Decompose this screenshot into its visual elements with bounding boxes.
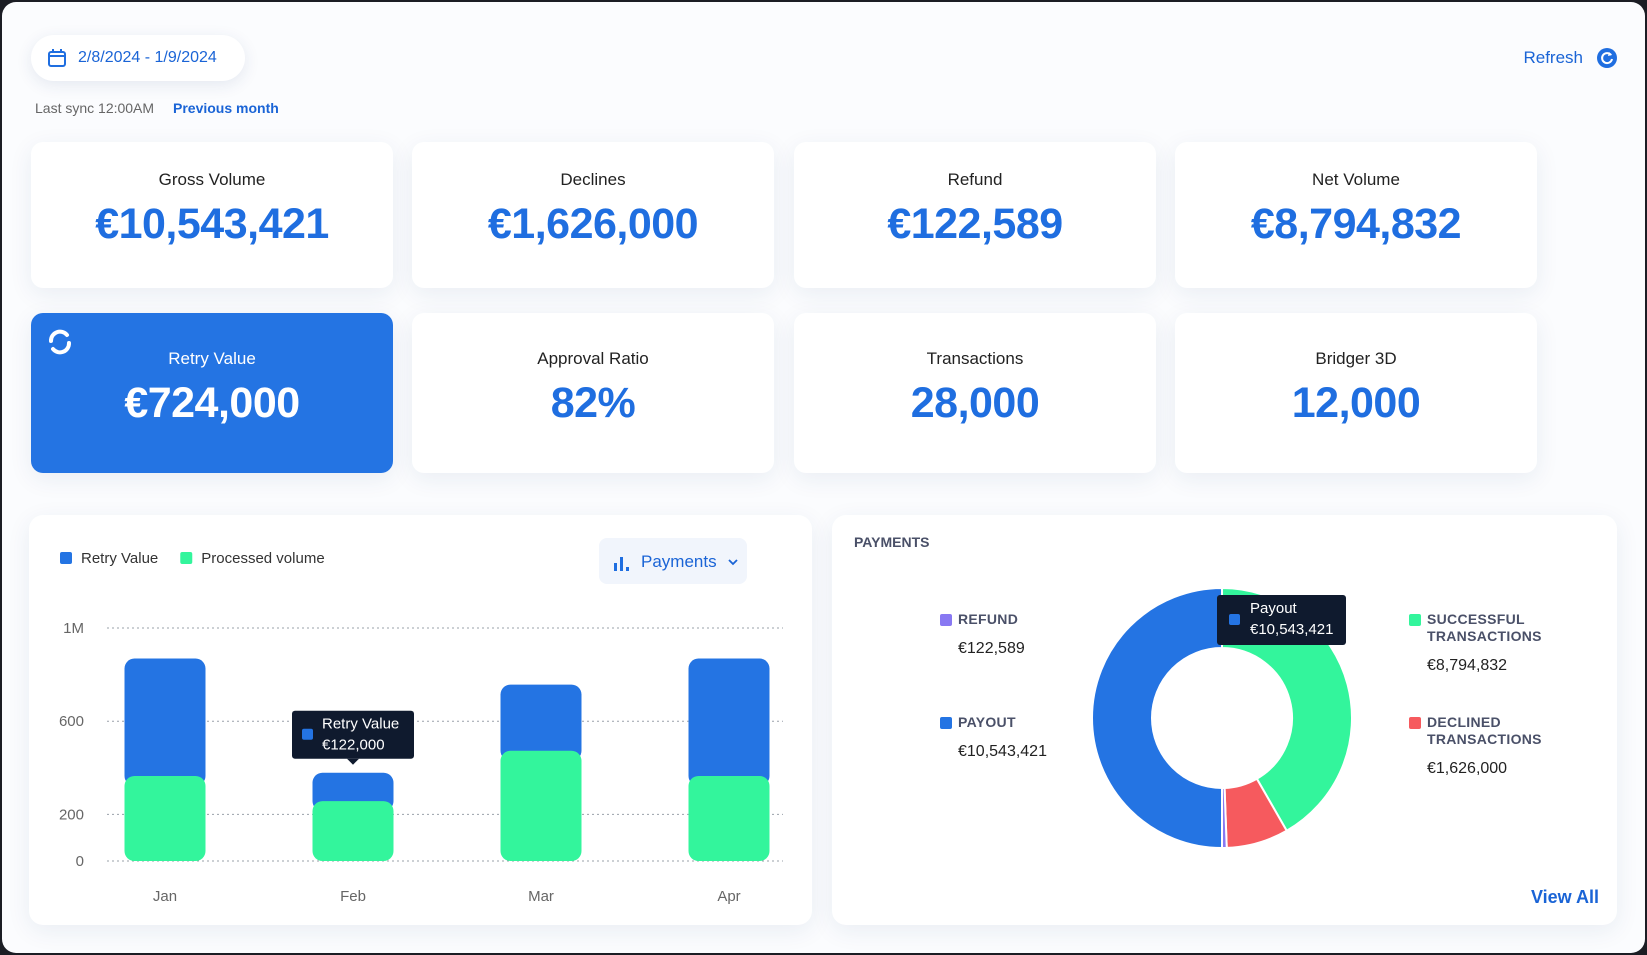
legend-swatch xyxy=(940,614,952,626)
bar-segment xyxy=(124,658,206,786)
legend-label: REFUND xyxy=(958,611,1019,627)
dropdown-chevron xyxy=(728,559,738,566)
stat-card: Transactions 28,000 xyxy=(794,313,1156,473)
calendar-icon xyxy=(48,49,66,67)
tooltip-swatch xyxy=(302,728,313,740)
legend-label: Retry Value xyxy=(81,550,158,567)
card-value: 82% xyxy=(550,379,636,427)
bar-segment xyxy=(500,750,582,861)
bar-panel: Retry Value Processed volume Payments 0 200 6… xyxy=(29,515,812,925)
legend-value: €1,626,000 xyxy=(1427,760,1508,777)
dropdown-box xyxy=(599,538,747,584)
tooltip-name: Retry Value xyxy=(322,716,399,733)
stat-card: Declines €1,626,000 xyxy=(412,142,774,288)
legend-label: DECLINED TRANSACTIONS xyxy=(1427,714,1542,747)
date-picker[interactable]: 2/8/2024 - 1/9/2024 xyxy=(31,35,245,81)
legend-swatch xyxy=(180,552,193,564)
tooltip-box xyxy=(1217,595,1346,645)
chart-title: PAYMENTS xyxy=(854,534,929,550)
stat-card: Refund €122,589 xyxy=(794,142,1156,288)
bar-chart: Retry Value Processed volume Payments 0 200 6… xyxy=(59,538,783,905)
stat-card: Bridger 3D 12,000 xyxy=(1175,313,1537,473)
legend-swatch xyxy=(1409,717,1421,729)
card-label: Declines xyxy=(560,170,626,189)
retry-icon xyxy=(49,329,71,355)
card-value: €724,000 xyxy=(124,379,300,427)
dropdown-icon xyxy=(614,563,617,571)
sync-text: Last sync 12:00AM xyxy=(35,100,155,116)
x-tick-label: Mar xyxy=(528,888,554,905)
legend-swatch xyxy=(60,552,72,564)
tooltip-box xyxy=(292,710,414,759)
y-tick-label: 1M xyxy=(63,620,84,637)
tooltip-pointer xyxy=(347,758,359,765)
bar-segment xyxy=(312,801,394,861)
legend-value: €8,794,832 xyxy=(1427,657,1508,674)
tooltip-value: €122,000 xyxy=(322,737,385,754)
card-label: Approval Ratio xyxy=(537,349,649,368)
x-tick-label: Feb xyxy=(340,888,366,905)
legend-swatch xyxy=(1409,614,1421,626)
donut-chart: PAYMENTS Payout €10,543,421 xyxy=(854,534,1353,850)
bar-segment xyxy=(688,658,770,786)
card-value: €122,589 xyxy=(887,200,1063,248)
legend-value: €122,589 xyxy=(958,640,1025,657)
refresh-icon[interactable] xyxy=(1596,47,1618,69)
card-value: €10,543,421 xyxy=(95,200,329,248)
legend-label: SUCCESSFUL TRANSACTIONS xyxy=(1427,611,1542,644)
dropdown-label: Payments xyxy=(641,552,717,571)
card-value: €8,794,832 xyxy=(1250,200,1462,248)
card-value: €1,626,000 xyxy=(487,200,699,248)
card-value: 28,000 xyxy=(910,379,1040,427)
tooltip-name: Payout xyxy=(1250,600,1298,617)
refresh-button[interactable]: Refresh xyxy=(1523,48,1583,67)
card-label: Gross Volume xyxy=(158,170,266,189)
tooltip-value: €10,543,421 xyxy=(1250,621,1333,638)
y-tick-label: 200 xyxy=(59,806,84,823)
card-label: Retry Value xyxy=(168,349,256,368)
bar-segment xyxy=(688,775,770,861)
legend-label: Processed volume xyxy=(201,550,324,567)
card-label: Refund xyxy=(947,170,1003,189)
dropdown-icon xyxy=(620,557,623,571)
card-label: Net Volume xyxy=(1312,170,1400,189)
tooltip-swatch xyxy=(1229,614,1240,625)
dropdown-icon xyxy=(626,567,629,571)
stat-card: Approval Ratio 82% xyxy=(412,313,774,473)
dropdown[interactable]: Payments xyxy=(599,538,747,584)
bar-segment xyxy=(124,775,206,861)
card-label: Transactions xyxy=(926,349,1024,368)
date-range: 2/8/2024 - 1/9/2024 xyxy=(78,49,217,66)
legend-label: PAYOUT xyxy=(958,714,1016,730)
x-tick-label: Apr xyxy=(717,888,740,905)
view-all-link[interactable]: View All xyxy=(1530,887,1599,907)
period-link[interactable]: Previous month xyxy=(173,100,279,116)
y-tick-label: 0 xyxy=(76,853,84,870)
donut-segment xyxy=(1091,586,1223,850)
y-tick-label: 600 xyxy=(59,713,84,730)
stat-card: Net Volume €8,794,832 xyxy=(1175,142,1537,288)
card-label: Bridger 3D xyxy=(1315,349,1397,368)
bar-segment xyxy=(500,684,582,761)
stat-card: Gross Volume €10,543,421 xyxy=(31,142,393,288)
donut-panel: PAYMENTS Payout €10,543,421 REFUND €122,589… xyxy=(832,515,1617,925)
icon-shape xyxy=(49,329,71,355)
legend-value: €10,543,421 xyxy=(958,743,1047,760)
x-tick-label: Jan xyxy=(153,888,177,905)
card-value: 12,000 xyxy=(1291,379,1421,427)
stat-card: Retry Value €724,000 xyxy=(31,313,393,473)
legend-swatch xyxy=(940,717,952,729)
